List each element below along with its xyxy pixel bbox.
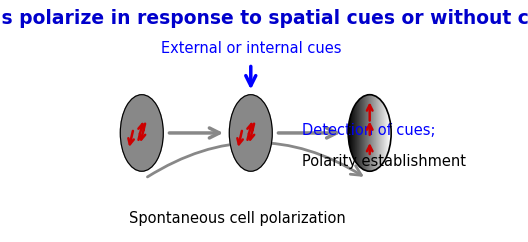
Text: Spontaneous cell polarization: Spontaneous cell polarization bbox=[129, 211, 346, 226]
Ellipse shape bbox=[120, 95, 163, 171]
Ellipse shape bbox=[229, 95, 272, 171]
Text: Cells polarize in response to spatial cues or without cues: Cells polarize in response to spatial cu… bbox=[0, 8, 528, 28]
Text: External or internal cues: External or internal cues bbox=[161, 41, 341, 56]
FancyArrowPatch shape bbox=[147, 143, 361, 177]
Text: Detection of cues;: Detection of cues; bbox=[302, 123, 436, 138]
Ellipse shape bbox=[348, 95, 391, 171]
Text: Polarity establishment: Polarity establishment bbox=[302, 154, 466, 169]
